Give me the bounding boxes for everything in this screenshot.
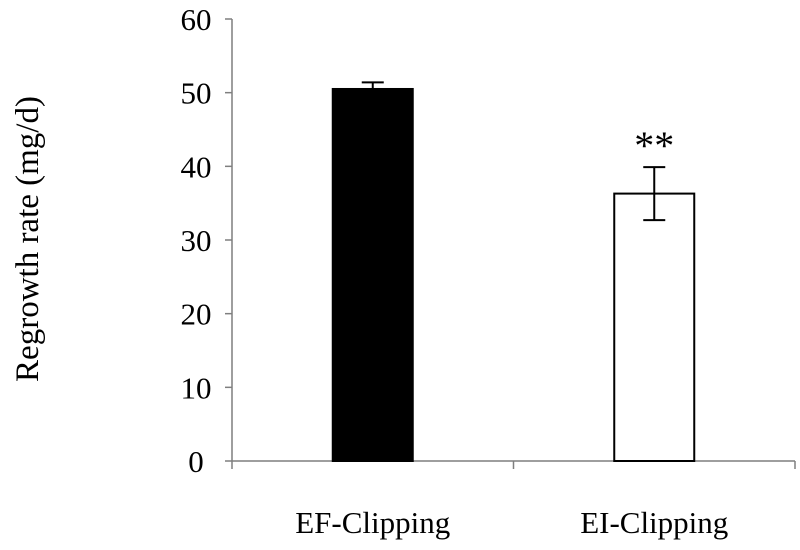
y-tick-label: 50 [181, 76, 212, 111]
bars [331, 87, 696, 462]
annotations: ** [634, 123, 674, 168]
y-tick-label: 40 [181, 149, 212, 184]
y-tick-label: 10 [181, 370, 212, 405]
x-tick-label: EI-Clipping [580, 505, 728, 540]
y-axis-title: Regrowth rate (mg/d) [10, 96, 46, 382]
error-bar [643, 166, 666, 222]
error-bars [361, 81, 666, 222]
y-tick-label: 20 [181, 297, 212, 332]
y-tick-label: 60 [181, 2, 212, 37]
bar-ef-clipping [331, 87, 414, 462]
significance-label: ** [634, 123, 674, 168]
x-tick-label: EF-Clipping [295, 505, 450, 540]
bar-ei-clipping [613, 192, 696, 462]
error-bar [361, 81, 384, 97]
y-axis: 0 10 20 30 40 50 60 [181, 2, 233, 479]
x-axis: EF-Clipping EI-Clipping [231, 460, 796, 540]
y-tick-label: 0 [188, 444, 204, 479]
y-tick-label: 30 [181, 223, 212, 258]
